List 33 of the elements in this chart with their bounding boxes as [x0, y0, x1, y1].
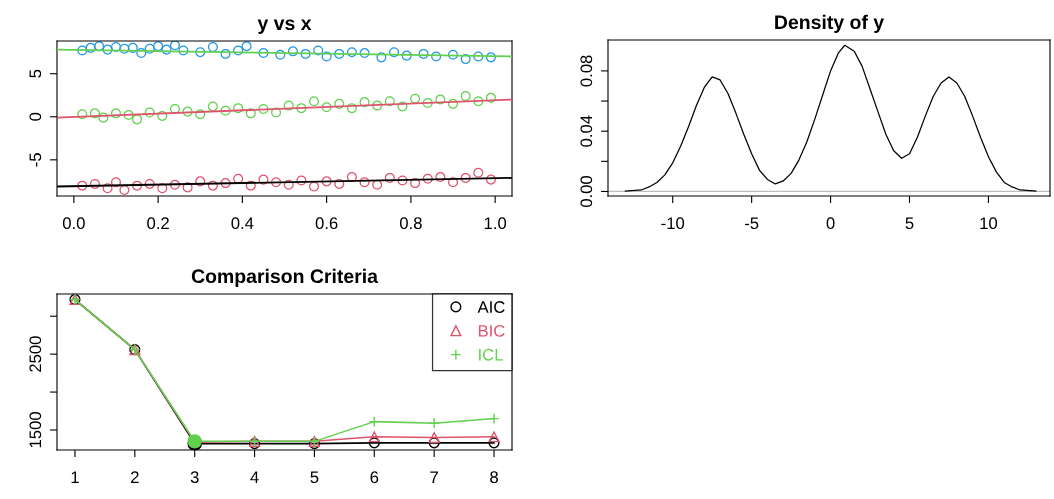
legend-label: BIC [478, 324, 505, 337]
x-tick-label: 1 [71, 471, 79, 483]
x-tick-label: 8 [490, 471, 498, 484]
x-tick-label: 0.6 [315, 217, 338, 230]
legend-label: ICL [479, 348, 503, 361]
y-tick-label: 0.08 [580, 55, 593, 87]
x-tick-label: 4 [250, 471, 259, 483]
chart-title: Comparison Criteria [191, 268, 379, 287]
y-tick-label: 0.00 [580, 175, 593, 208]
x-tick-label: 5 [905, 217, 914, 230]
x-tick-label: 7 [430, 471, 438, 483]
x-tick-label: 5 [310, 471, 319, 484]
x-tick-label: 10 [980, 217, 998, 230]
x-tick-label: 0.0 [62, 217, 85, 230]
chart-title: y vs x [257, 19, 312, 34]
x-tick-label: 0.8 [399, 217, 422, 230]
x-tick-label: 0.2 [147, 217, 169, 230]
y-tick-label: 5 [29, 69, 42, 78]
y-tick-label: 0.04 [580, 115, 593, 147]
x-tick-label: -5 [744, 217, 759, 230]
x-tick-label: 1.0 [484, 217, 507, 230]
x-tick-label: 2 [131, 471, 139, 483]
x-tick-label: -10 [661, 217, 685, 230]
legend-label: AIC [477, 301, 505, 313]
y-tick-label: 2500 [29, 336, 42, 372]
chart-title: Density of y [775, 14, 885, 33]
x-tick-label: 0 [826, 217, 835, 230]
x-tick-label: 6 [370, 471, 379, 484]
y-tick-label: 0 [29, 112, 42, 121]
x-tick-label: 3 [190, 471, 199, 484]
x-tick-label: 0.4 [231, 217, 254, 230]
y-tick-label: 1500 [29, 412, 42, 448]
y-tick-label: -5 [29, 153, 42, 167]
